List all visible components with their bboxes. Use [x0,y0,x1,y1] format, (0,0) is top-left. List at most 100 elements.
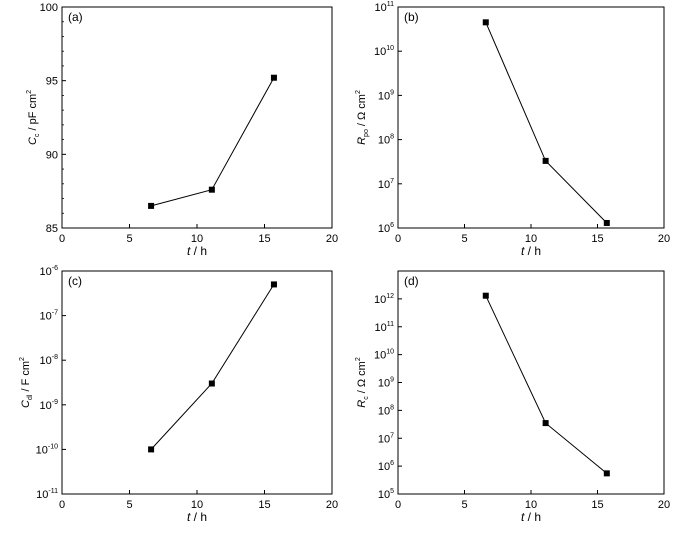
y-tick-exponent: -10 [48,443,58,450]
y-tick-exponent: -6 [52,265,58,272]
y-tick-label: 108 [378,404,394,417]
x-tick-label: 5 [126,499,132,511]
x-tick-label: 15 [258,499,270,511]
x-tick-label: 20 [658,233,670,245]
x-tick-label: 10 [191,233,203,245]
x-tick-label: 0 [59,499,65,511]
x-tick-label: 15 [591,233,603,245]
x-axis-label: t / h [187,244,207,258]
axes-frame [397,270,665,495]
y-tick-base: 10 [40,400,52,412]
x-tick-label: 15 [258,233,270,245]
y-tick-label: 95 [46,76,58,88]
y-tick-base: 10 [378,378,390,390]
y-tick-base: 10 [378,489,390,501]
y-tick-base: 10 [378,135,390,147]
x-tick-label: 10 [191,499,203,511]
x-tick-label: 10 [525,499,537,511]
y-tick-label: 10-11 [36,488,58,501]
y-tick-label: 106 [378,460,394,473]
y-tick-label: 10-6 [40,265,59,278]
y-tick-base: 10 [378,461,390,473]
y-tick-label: 85 [46,223,58,235]
x-tick-label: 5 [461,233,467,245]
x-axis-symbol: t [521,510,525,524]
x-axis-label: t / h [187,510,207,524]
x-tick-label: 10 [525,233,537,245]
y-tick-base: 10 [374,2,386,14]
x-axis-symbol: t [187,510,191,524]
y-tick-label: 1012 [374,293,394,306]
y-tick-exponent: 7 [390,178,394,185]
x-tick-label: 15 [591,499,603,511]
series-line [150,284,275,450]
y-tick-label: 100 [40,2,58,14]
y-axis-symbol: R [356,400,368,408]
y-tick-exponent: -8 [52,354,58,361]
data-point [148,202,155,209]
panel-1: 0 5 10 15 20 85 90 95 100 t / h Cc / pF cm2 (a) [26,2,338,258]
data-point [542,420,549,427]
x-tick-label: 5 [126,233,132,245]
x-tick-label: 20 [326,499,338,511]
y-tick-base: 10 [378,223,390,235]
y-axis-label: Rpo / Ω cm2 [355,90,370,145]
x-tick-label: 20 [658,499,670,511]
y-tick-exponent: 5 [390,488,394,495]
y-tick-base: 10 [374,350,386,362]
y-tick-label: 10-9 [40,399,59,412]
x-axis-unit: / h [190,244,207,258]
data-point [482,292,489,299]
y-tick-label: 1010 [374,349,394,362]
data-point [603,219,610,226]
x-tick-label: 0 [395,499,401,511]
x-axis-unit: / h [190,510,207,524]
y-tick-base: 10 [374,46,386,58]
axes-frame [397,6,665,229]
y-tick-exponent: 10 [386,45,394,52]
y-axis-label: Rc / Ω cm2 [355,357,370,408]
y-tick-base: 10 [378,90,390,102]
y-tick-label: 1010 [374,45,394,58]
y-tick-label: 10-7 [40,310,59,323]
y-axis-superscript: 2 [355,357,362,361]
panel-label: (b) [404,10,419,24]
y-tick-exponent: 11 [387,1,394,8]
y-tick-base: 10 [36,489,48,501]
y-tick-base: 10 [40,311,52,323]
y-axis-symbol: R [356,137,368,145]
y-axis-subscript: dl [27,394,34,400]
y-axis-superscript: 2 [26,90,33,94]
y-tick-label: 1011 [374,321,394,334]
y-tick-exponent: 9 [390,89,394,96]
y-axis-unit: / Ω cm [356,94,368,129]
y-tick-exponent: 8 [390,134,394,141]
y-tick-base: 10 [40,266,52,278]
y-tick-exponent: 8 [390,404,394,411]
data-point [542,157,549,164]
x-axis-unit: / h [524,244,541,258]
y-axis-unit: / pF cm [27,94,39,134]
x-tick-label: 0 [395,233,401,245]
y-tick-label: 90 [46,149,58,161]
x-tick-label: 0 [59,233,65,245]
data-point [482,19,489,26]
y-tick-base: 10 [378,433,390,445]
x-tick-label: 20 [326,233,338,245]
y-tick-base: 10 [374,322,386,334]
y-axis-unit: / Ω cm [356,361,368,396]
y-tick-exponent: -11 [48,488,58,495]
series-line [485,295,608,474]
y-tick-label: 10-10 [36,443,58,456]
y-tick-label: 107 [378,432,394,445]
y-axis-subscript: c [363,396,370,400]
y-tick-label: 107 [378,178,394,191]
y-axis-symbol: C [20,400,32,408]
y-tick-exponent: 6 [390,460,394,467]
data-point [148,446,155,453]
x-axis-symbol: t [521,244,525,258]
y-tick-exponent: 6 [390,222,394,229]
